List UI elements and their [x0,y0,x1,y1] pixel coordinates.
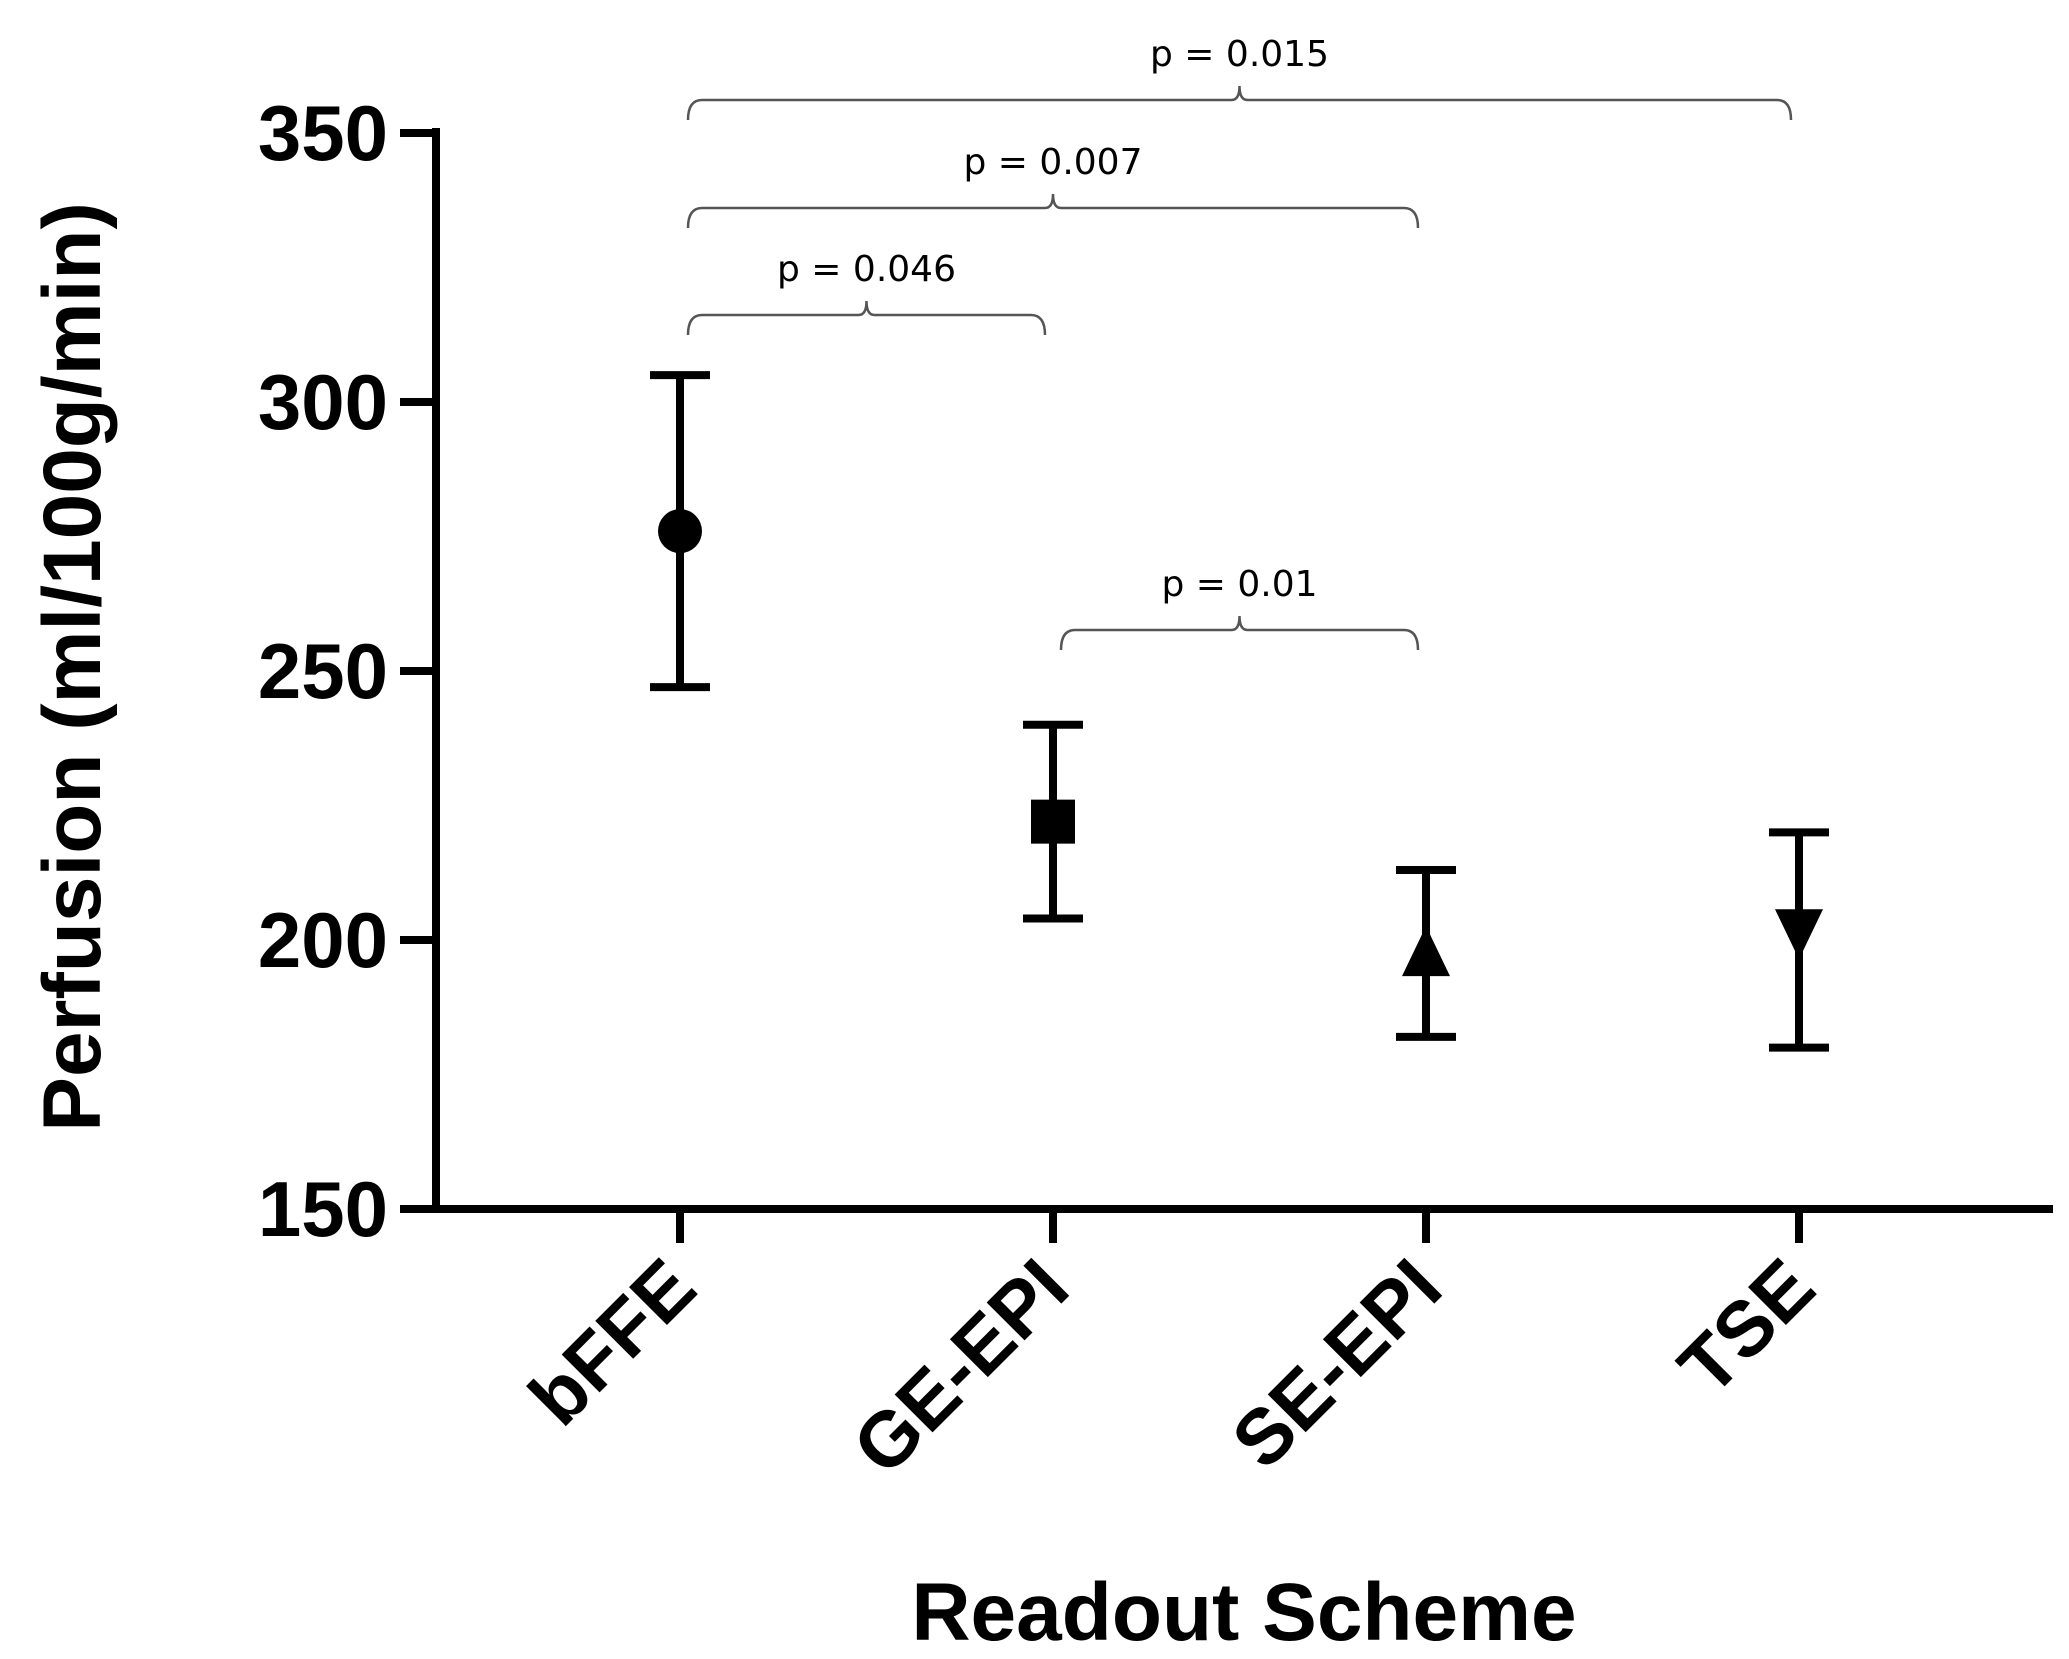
p-value-label: p = 0.015 [1150,34,1329,75]
y-ticks: 150 200 250 300 350 [258,89,436,1253]
y-axis-title: Perfusion (ml/100g/min) [27,202,118,1132]
y-tick-label: 250 [258,627,388,715]
x-axis-title: Readout Scheme [911,1567,1576,1658]
data-series [650,371,1829,1052]
p-value-label: p = 0.007 [964,142,1143,183]
data-point-triangle-down [1775,909,1823,960]
x-tick-label: TSE [1662,1242,1831,1411]
y-tick-label: 300 [258,358,388,446]
data-point-triangle-up [1402,926,1450,977]
significance-bracket [686,300,1047,336]
significance-bracket [1059,615,1420,651]
x-tick-label: SE-EPI [1215,1242,1458,1485]
x-tick-label: GE-EPI [836,1242,1085,1491]
significance-bracket [686,85,1793,121]
y-tick-label: 150 [258,1165,388,1253]
x-ticks: bFFE GE-EPI SE-EPI TSE [512,1209,1831,1491]
significance-annotations: p = 0.015 p = 0.007 p = 0.046 p = 0.01 [686,34,1793,651]
y-tick-label: 350 [258,89,388,177]
data-point-circle [658,509,702,554]
data-point-square [1031,799,1075,844]
p-value-label: p = 0.046 [777,249,956,290]
y-tick-label: 200 [258,896,388,984]
significance-bracket [686,193,1420,229]
x-tick-label: bFFE [512,1242,712,1442]
p-value-label: p = 0.01 [1161,564,1317,605]
